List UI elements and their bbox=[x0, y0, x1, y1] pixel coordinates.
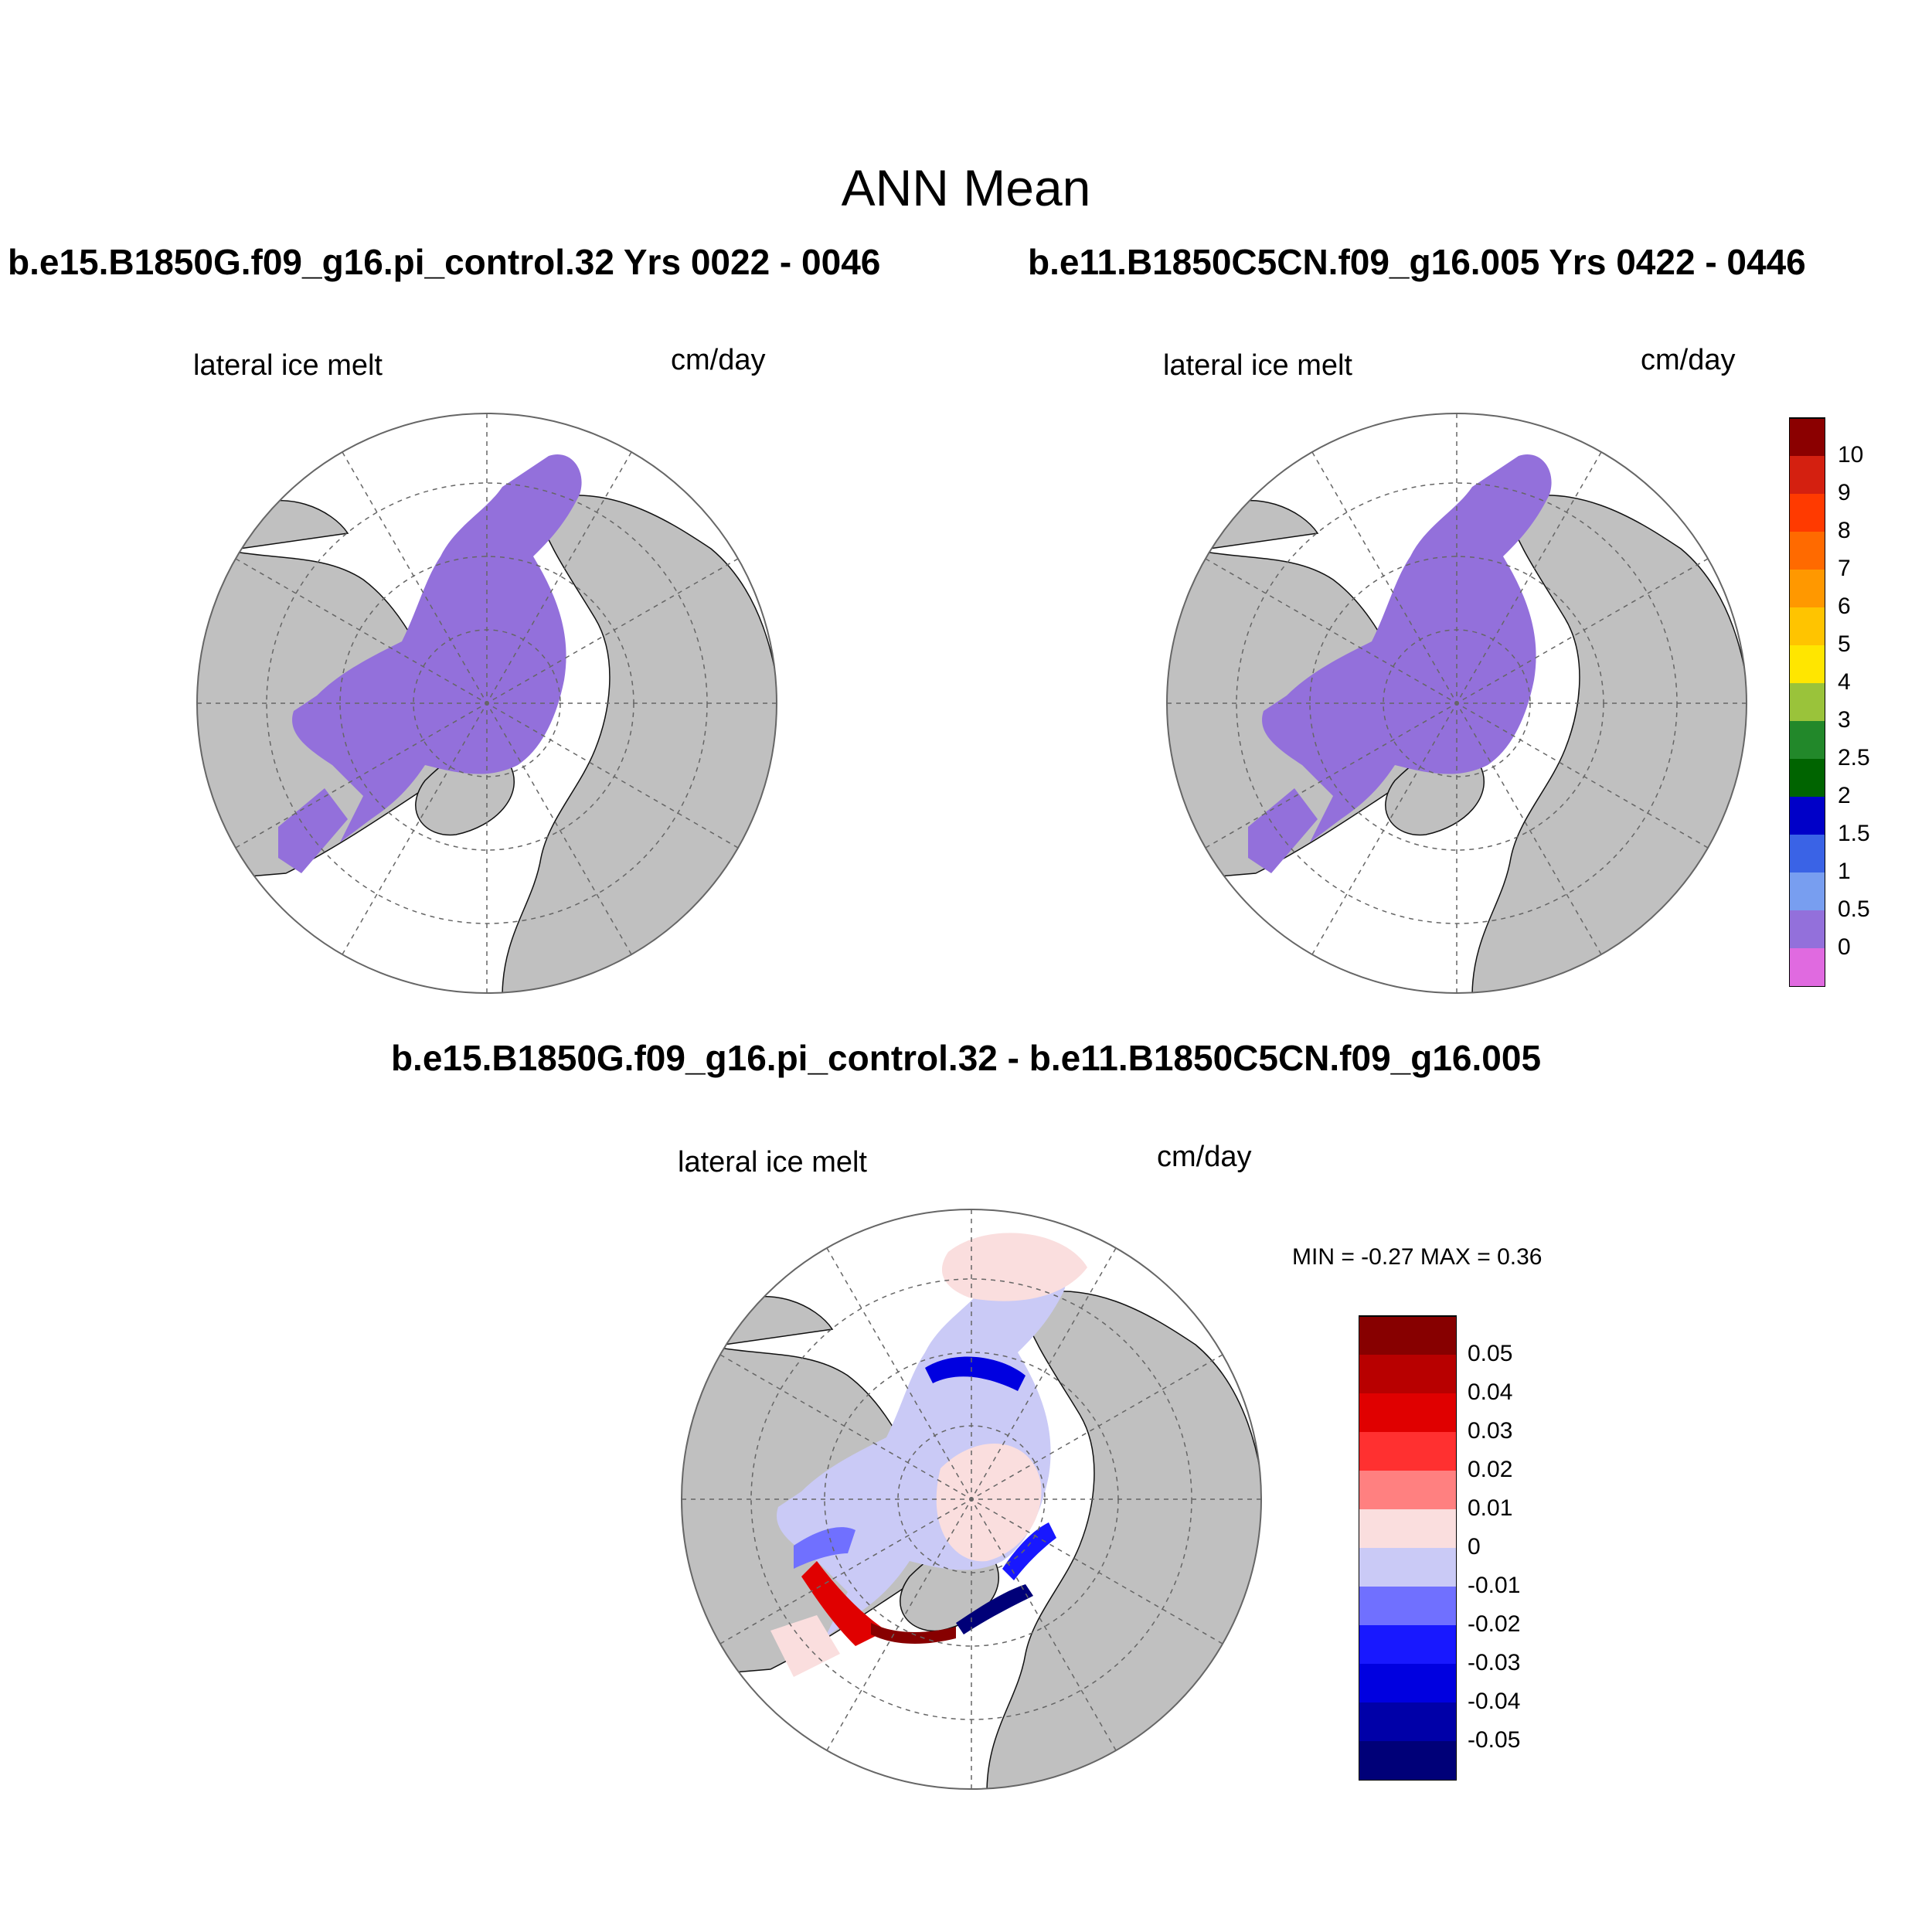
main-colorbar-label: 5 bbox=[1838, 631, 1851, 657]
diff-colorbar-label: 0.03 bbox=[1468, 1418, 1513, 1444]
diff-colorbar-swatch bbox=[1359, 1702, 1456, 1741]
right-panel-case-title: b.e11.B1850C5CN.f09_g16.005 Yrs 0422 - 0… bbox=[1028, 242, 1806, 282]
main-colorbar-swatch bbox=[1790, 645, 1825, 683]
main-colorbar-label: 8 bbox=[1838, 518, 1851, 543]
diff-colorbar-swatch bbox=[1359, 1587, 1456, 1625]
diff-colorbar-label: -0.04 bbox=[1468, 1689, 1521, 1714]
diff-colorbar-label: -0.01 bbox=[1468, 1573, 1521, 1598]
main-colorbar-label: 2 bbox=[1838, 783, 1851, 808]
graticule bbox=[1167, 413, 1747, 993]
main-colorbar: 10 9 8 7 6 5 4 3 2.5 2 1.5 1 0.5 0 bbox=[1789, 417, 1870, 987]
diff-panel-variable-label: lateral ice melt bbox=[678, 1146, 867, 1179]
map-border bbox=[1166, 413, 1747, 994]
right-panel-variable-label: lateral ice melt bbox=[1163, 349, 1352, 382]
diff-colorbar-label: 0.02 bbox=[1468, 1457, 1513, 1482]
difference-colorbar: 0.05 0.04 0.03 0.02 0.01 0 -0.01 -0.02 -0.03 -0.0… bbox=[1359, 1315, 1520, 1781]
diff-colorbar-label: 0.05 bbox=[1468, 1341, 1513, 1366]
main-colorbar-label: 2.5 bbox=[1838, 745, 1870, 770]
difference-field bbox=[770, 1233, 1087, 1677]
main-colorbar-label: 1.5 bbox=[1838, 821, 1870, 846]
main-colorbar-swatch bbox=[1790, 494, 1825, 532]
main-colorbar-swatch bbox=[1790, 835, 1825, 872]
right-polar-map bbox=[1166, 413, 1747, 994]
diff-colorbar-swatch bbox=[1359, 1625, 1456, 1664]
diff-panel-units-label: cm/day bbox=[1157, 1141, 1252, 1173]
main-colorbar-label: 7 bbox=[1838, 556, 1851, 581]
diff-colorbar-swatch bbox=[1359, 1393, 1456, 1432]
right-panel-units-label: cm/day bbox=[1641, 344, 1736, 376]
diff-min-max-label: MIN = -0.27 MAX = 0.36 bbox=[1292, 1244, 1543, 1270]
main-colorbar-label: 10 bbox=[1838, 442, 1864, 468]
diff-colorbar-swatch bbox=[1359, 1664, 1456, 1702]
left-panel-case-title: b.e15.B1850G.f09_g16.pi_control.32 Yrs 0… bbox=[8, 242, 881, 282]
sea-ice-field bbox=[278, 454, 582, 873]
main-colorbar-swatch bbox=[1790, 948, 1825, 986]
diff-colorbar-label: 0 bbox=[1468, 1534, 1481, 1560]
diff-colorbar-label: 0.01 bbox=[1468, 1495, 1513, 1521]
main-colorbar-swatch bbox=[1790, 759, 1825, 797]
graticule bbox=[197, 413, 777, 993]
map-border bbox=[196, 413, 777, 994]
diff-colorbar-label: -0.05 bbox=[1468, 1727, 1521, 1753]
main-colorbar-swatch bbox=[1790, 532, 1825, 570]
main-colorbar-swatch bbox=[1790, 418, 1825, 457]
diff-colorbar-label: 0.04 bbox=[1468, 1379, 1513, 1405]
diff-colorbar-swatch bbox=[1359, 1355, 1456, 1393]
main-colorbar-swatch bbox=[1790, 797, 1825, 835]
main-colorbar-label: 9 bbox=[1838, 480, 1851, 505]
graticule bbox=[682, 1209, 1261, 1789]
map-border bbox=[681, 1209, 1262, 1790]
left-polar-map bbox=[196, 413, 777, 994]
diff-colorbar-swatch bbox=[1359, 1316, 1456, 1355]
main-colorbar-label: 4 bbox=[1838, 669, 1851, 695]
difference-panel-title: b.e15.B1850G.f09_g16.pi_control.32 - b.e… bbox=[390, 1038, 1542, 1078]
main-colorbar-swatch bbox=[1790, 872, 1825, 910]
main-colorbar-swatch bbox=[1790, 570, 1825, 607]
main-colorbar-label: 0 bbox=[1838, 934, 1851, 960]
diff-colorbar-swatch bbox=[1359, 1432, 1456, 1471]
main-colorbar-label: 3 bbox=[1838, 707, 1851, 733]
diff-colorbar-swatch bbox=[1359, 1741, 1456, 1780]
diff-colorbar-label: -0.02 bbox=[1468, 1611, 1521, 1637]
main-colorbar-swatch bbox=[1790, 721, 1825, 759]
main-colorbar-swatch bbox=[1790, 683, 1825, 721]
main-colorbar-label: 1 bbox=[1838, 859, 1851, 884]
diff-colorbar-swatch bbox=[1359, 1509, 1456, 1548]
diff-colorbar-swatch bbox=[1359, 1471, 1456, 1509]
main-colorbar-swatch bbox=[1790, 456, 1825, 494]
main-colorbar-label: 0.5 bbox=[1838, 896, 1870, 922]
sea-ice-field bbox=[1248, 454, 1552, 873]
figure-title: ANN Mean bbox=[841, 159, 1091, 216]
diff-colorbar-swatch bbox=[1359, 1548, 1456, 1587]
main-colorbar-swatch bbox=[1790, 910, 1825, 948]
left-panel-variable-label: lateral ice melt bbox=[193, 349, 383, 382]
main-colorbar-swatch bbox=[1790, 607, 1825, 645]
left-panel-units-label: cm/day bbox=[671, 344, 766, 376]
difference-polar-map bbox=[681, 1209, 1262, 1790]
main-colorbar-label: 6 bbox=[1838, 594, 1851, 619]
diff-colorbar-label: -0.03 bbox=[1468, 1650, 1521, 1675]
